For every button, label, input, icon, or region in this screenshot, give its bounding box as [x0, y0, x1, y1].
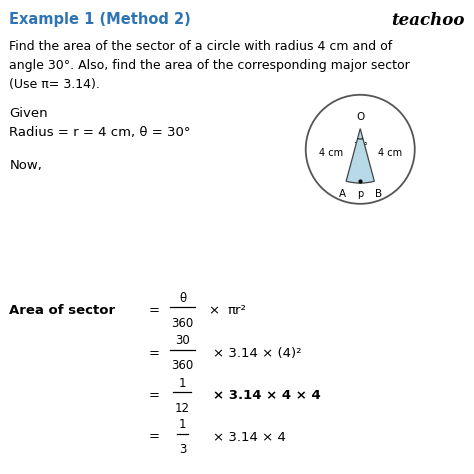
Wedge shape: [346, 128, 374, 183]
Text: × 3.14 × 4: × 3.14 × 4: [213, 430, 286, 444]
Text: teachoo: teachoo: [391, 12, 465, 29]
Text: Radius = r = 4 cm, θ = 30°: Radius = r = 4 cm, θ = 30°: [9, 126, 191, 138]
Text: Example 1 (Method 2): Example 1 (Method 2): [9, 12, 191, 27]
Text: Find the area of the sector of a circle with radius 4 cm and of: Find the area of the sector of a circle …: [9, 40, 393, 53]
Text: 3: 3: [179, 443, 186, 456]
Text: × 3.14 × 4 × 4: × 3.14 × 4 × 4: [213, 389, 321, 402]
Text: 1: 1: [179, 377, 186, 390]
Text: Given: Given: [9, 107, 48, 119]
Text: Area of sector: Area of sector: [9, 304, 116, 317]
Text: × 3.14 × (4)²: × 3.14 × (4)²: [213, 346, 302, 360]
Text: p: p: [357, 189, 364, 199]
Text: =: =: [148, 430, 160, 444]
Text: 360: 360: [172, 317, 193, 329]
Text: 360: 360: [172, 359, 193, 372]
Text: Now,: Now,: [9, 159, 42, 172]
Text: O: O: [356, 112, 365, 122]
Text: B: B: [374, 189, 382, 199]
Text: 4 cm: 4 cm: [319, 147, 343, 157]
Text: =: =: [148, 304, 160, 317]
Text: =: =: [148, 389, 160, 402]
Text: 4 cm: 4 cm: [378, 147, 402, 157]
Text: θ: θ: [179, 292, 186, 305]
Text: πr²: πr²: [228, 304, 246, 317]
Text: 30°: 30°: [353, 142, 368, 151]
Text: 12: 12: [175, 402, 190, 415]
Text: (Use π= 3.14).: (Use π= 3.14).: [9, 78, 100, 91]
Text: A: A: [339, 189, 346, 199]
Text: 30: 30: [175, 335, 190, 347]
Text: 1: 1: [179, 419, 186, 431]
Text: ×: ×: [208, 304, 219, 317]
Text: =: =: [148, 346, 160, 360]
Text: angle 30°. Also, find the area of the corresponding major sector: angle 30°. Also, find the area of the co…: [9, 59, 410, 72]
